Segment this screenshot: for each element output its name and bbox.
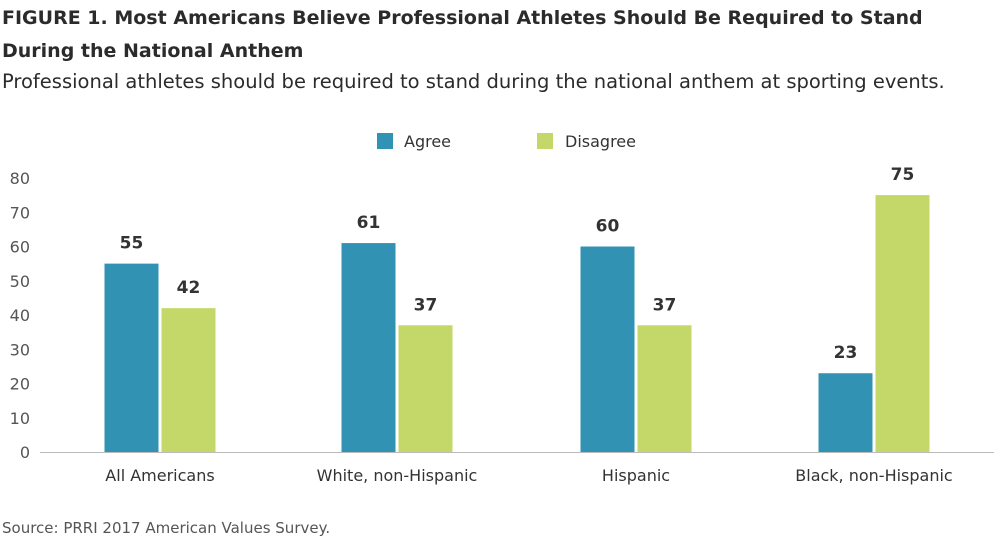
x-axis: All Americans White, non-Hispanic Hispanic… <box>40 452 994 485</box>
y-tick-label: 40 <box>10 306 30 325</box>
chart-legend: Agree Disagree <box>377 132 636 151</box>
y-tick-label: 80 <box>10 169 30 188</box>
figure-title: FIGURE 1. Most Americans Believe Profess… <box>2 7 923 62</box>
y-axis: 0 10 20 30 40 50 60 70 80 <box>10 169 30 462</box>
y-tick-label: 30 <box>10 340 30 359</box>
bar-disagree <box>637 325 692 452</box>
bar-value-label: 37 <box>653 295 677 315</box>
bar-value-label: 42 <box>177 278 201 298</box>
x-category-label: All Americans <box>105 466 214 485</box>
bar-disagree <box>875 195 930 452</box>
y-tick-label: 50 <box>10 272 30 291</box>
source-note: Source: PRRI 2017 American Values Survey… <box>2 519 331 537</box>
bar-agree <box>818 373 873 452</box>
y-tick-label: 20 <box>10 375 30 394</box>
figure-subtitle: Professional athletes should be required… <box>2 70 945 93</box>
bar-value-label: 37 <box>414 295 438 315</box>
bar-value-label: 61 <box>357 213 381 233</box>
x-category-label: Black, non-Hispanic <box>795 466 952 485</box>
bars: 55 42 61 37 60 37 23 75 <box>104 165 930 452</box>
legend-label-agree: Agree <box>404 132 451 151</box>
bar-value-label: 55 <box>120 234 144 254</box>
y-tick-label: 60 <box>10 238 30 257</box>
bar-agree <box>104 263 159 452</box>
bar-disagree <box>398 325 453 452</box>
y-tick-label: 0 <box>20 443 30 462</box>
legend-label-disagree: Disagree <box>565 132 636 151</box>
legend-swatch-disagree <box>537 133 553 149</box>
bar-value-label: 23 <box>834 343 858 363</box>
y-tick-label: 10 <box>10 409 30 428</box>
bar-disagree <box>161 308 216 452</box>
bar-value-label: 75 <box>891 165 915 185</box>
y-tick-label: 70 <box>10 203 30 222</box>
bar-agree <box>580 246 635 452</box>
legend-swatch-agree <box>377 133 393 149</box>
x-category-label: Hispanic <box>602 466 670 485</box>
x-category-label: White, non-Hispanic <box>317 466 478 485</box>
bar-value-label: 60 <box>596 217 620 237</box>
bar-agree <box>341 243 396 452</box>
